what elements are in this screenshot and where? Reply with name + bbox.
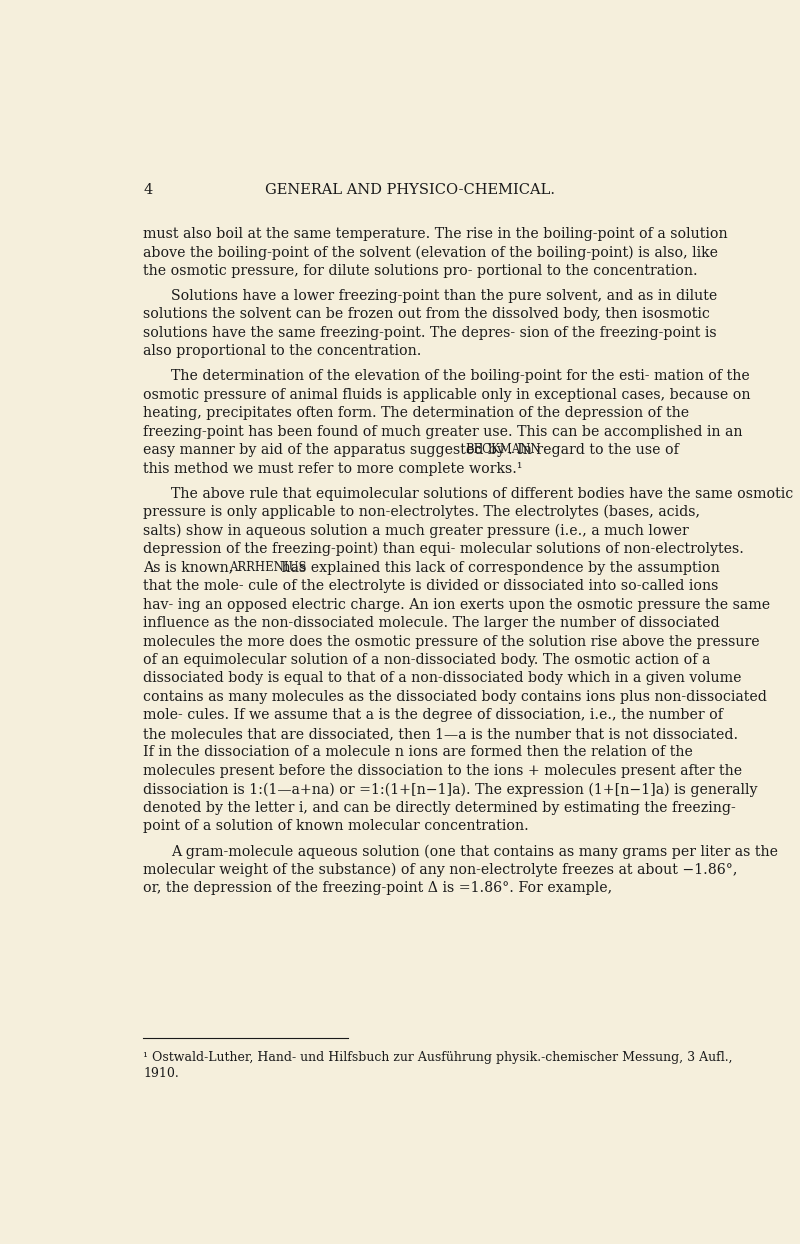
- Text: the molecules that are dissociated, then 1—a is the number that is not dissociat: the molecules that are dissociated, then…: [143, 726, 738, 741]
- Text: above the boiling-point of the solvent (elevation of the boiling-point) is also,: above the boiling-point of the solvent (…: [143, 245, 718, 260]
- Text: ¹ Ostwald-Luther, Hand- und Hilfsbuch zur Ausführung physik.-chemischer Messung,: ¹ Ostwald-Luther, Hand- und Hilfsbuch zu…: [143, 1051, 733, 1064]
- Text: easy manner by aid of the apparatus suggested by: easy manner by aid of the apparatus sugg…: [143, 443, 510, 457]
- Text: molecules the more does the osmotic pressure of the solution rise above the pres: molecules the more does the osmotic pres…: [143, 634, 760, 648]
- Text: If in the dissociation of a molecule n ions are formed then the relation of the: If in the dissociation of a molecule n i…: [143, 745, 694, 759]
- Text: BECKMANN: BECKMANN: [465, 443, 541, 457]
- Text: or, the depression of the freezing-point Δ is =1.86°. For example,: or, the depression of the freezing-point…: [143, 881, 613, 896]
- Text: mole- cules. If we assume that a is the degree of dissociation, i.e., the number: mole- cules. If we assume that a is the …: [143, 708, 723, 723]
- Text: osmotic pressure of animal fluids is applicable only in exceptional cases, becau: osmotic pressure of animal fluids is app…: [143, 388, 751, 402]
- Text: also proportional to the concentration.: also proportional to the concentration.: [143, 345, 422, 358]
- Text: salts) show in aqueous solution a much greater pressure (i.e., a much lower: salts) show in aqueous solution a much g…: [143, 524, 689, 537]
- Text: ARRHENIUS: ARRHENIUS: [229, 561, 306, 573]
- Text: dissociation is 1:(1—a+na) or =1:(1+[n−1]a). The expression (1+[n−1]a) is genera: dissociation is 1:(1—a+na) or =1:(1+[n−1…: [143, 782, 758, 797]
- Text: GENERAL AND PHYSICO-CHEMICAL.: GENERAL AND PHYSICO-CHEMICAL.: [265, 183, 555, 197]
- Text: molecular weight of the substance) of any non-electrolyte freezes at about −1.86: molecular weight of the substance) of an…: [143, 863, 738, 877]
- Text: hav- ing an opposed electric charge. An ion exerts upon the osmotic pressure the: hav- ing an opposed electric charge. An …: [143, 597, 770, 612]
- Text: pressure is only applicable to non-electrolytes. The electrolytes (bases, acids,: pressure is only applicable to non-elect…: [143, 505, 701, 520]
- Text: depression of the freezing-point) than equi- molecular solutions of non-electrol: depression of the freezing-point) than e…: [143, 542, 744, 556]
- Text: has explained this lack of correspondence by the assumption: has explained this lack of correspondenc…: [277, 561, 720, 575]
- Text: 4: 4: [143, 183, 153, 197]
- Text: heating, precipitates often form. The determination of the depression of the: heating, precipitates often form. The de…: [143, 407, 690, 420]
- Text: The above rule that equimolecular solutions of different bodies have the same os: The above rule that equimolecular soluti…: [171, 486, 794, 500]
- Text: denoted by the letter i, and can be directly determined by estimating the freezi: denoted by the letter i, and can be dire…: [143, 801, 736, 815]
- Text: A gram-molecule aqueous solution (one that contains as many grams per liter as t: A gram-molecule aqueous solution (one th…: [171, 845, 778, 858]
- Text: the osmotic pressure, for dilute solutions pro- portional to the concentration.: the osmotic pressure, for dilute solutio…: [143, 264, 698, 277]
- Text: of an equimolecular solution of a non-dissociated body. The osmotic action of a: of an equimolecular solution of a non-di…: [143, 653, 710, 667]
- Text: freezing-point has been found of much greater use. This can be accomplished in a: freezing-point has been found of much gr…: [143, 424, 743, 439]
- Text: this method we must refer to more complete works.¹: this method we must refer to more comple…: [143, 462, 523, 475]
- Text: solutions the solvent can be frozen out from the dissolved body, then isosmotic: solutions the solvent can be frozen out …: [143, 307, 710, 321]
- Text: influence as the non-dissociated molecule. The larger the number of dissociated: influence as the non-dissociated molecul…: [143, 616, 720, 629]
- Text: solutions have the same freezing-point. The depres- sion of the freezing-point i: solutions have the same freezing-point. …: [143, 326, 717, 340]
- Text: 1910.: 1910.: [143, 1067, 179, 1080]
- Text: . In regard to the use of: . In regard to the use of: [508, 443, 679, 457]
- Text: point of a solution of known molecular concentration.: point of a solution of known molecular c…: [143, 820, 529, 833]
- Text: The determination of the elevation of the boiling-point for the esti- mation of : The determination of the elevation of th…: [171, 369, 750, 383]
- Text: contains as many molecules as the dissociated body contains ions plus non-dissoc: contains as many molecules as the dissoc…: [143, 690, 767, 704]
- Text: that the mole- cule of the electrolyte is divided or dissociated into so-called : that the mole- cule of the electrolyte i…: [143, 578, 718, 593]
- Text: dissociated body is equal to that of a non-dissociated body which in a given vol: dissociated body is equal to that of a n…: [143, 672, 742, 685]
- Text: Solutions have a lower freezing-point than the pure solvent, and as in dilute: Solutions have a lower freezing-point th…: [171, 289, 718, 302]
- Text: As is known,: As is known,: [143, 561, 238, 575]
- Text: molecules present before the dissociation to the ions + molecules present after : molecules present before the dissociatio…: [143, 764, 742, 778]
- Text: must also boil at the same temperature. The rise in the boiling-point of a solut: must also boil at the same temperature. …: [143, 226, 728, 241]
